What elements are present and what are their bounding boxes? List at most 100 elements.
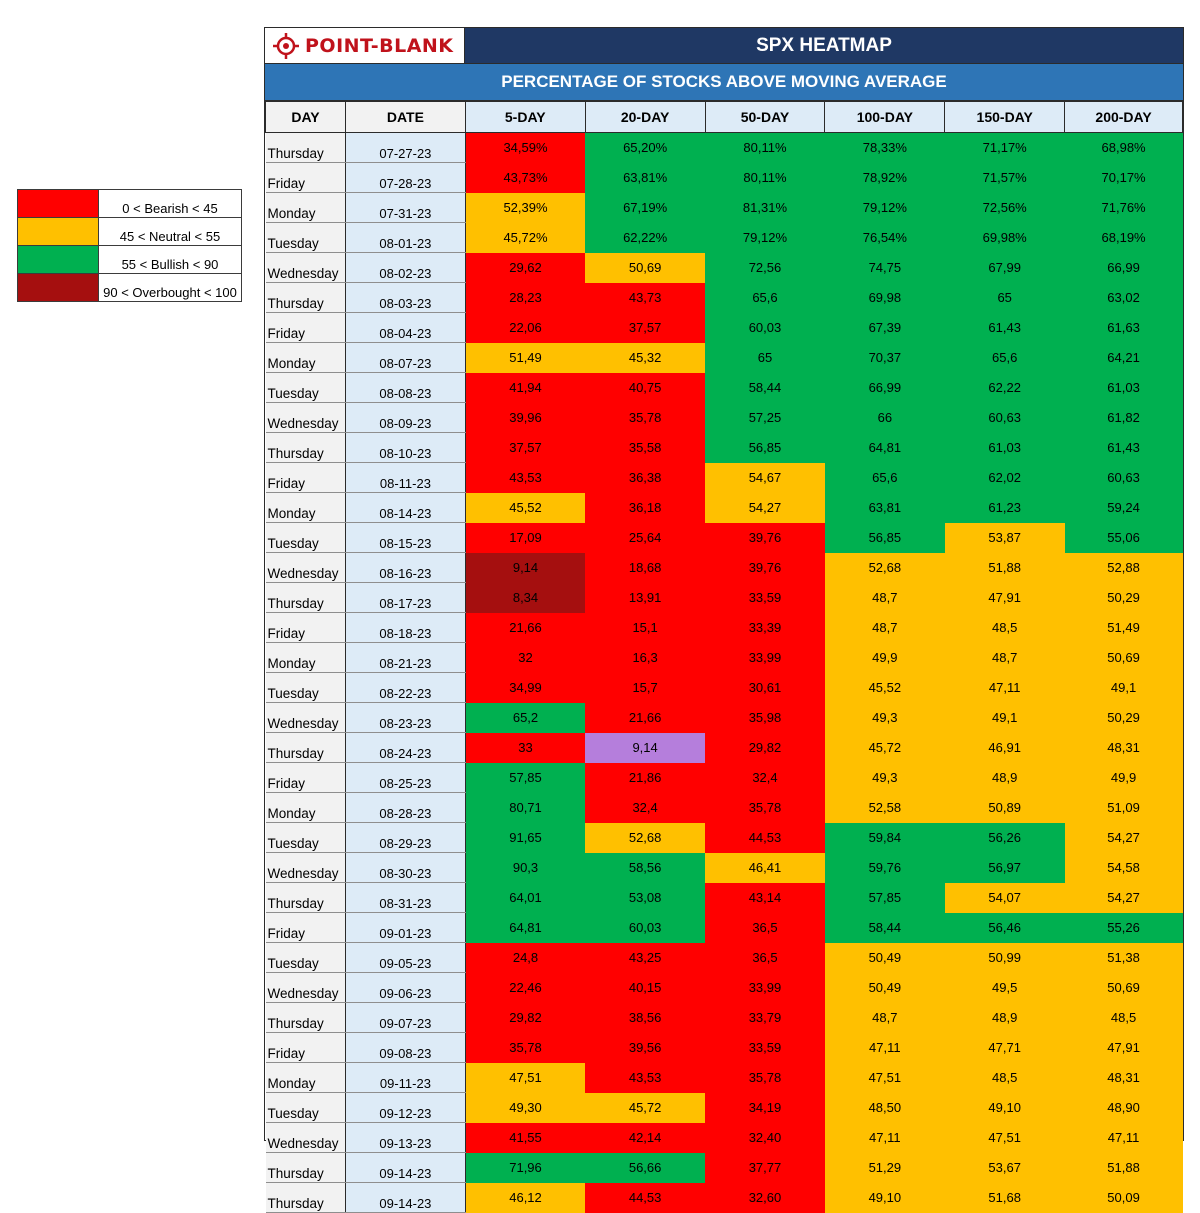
day-cell: Monday [265, 342, 346, 373]
heatmap-cell: 49,10 [824, 1182, 945, 1213]
date-cell: 09-14-23 [345, 1182, 466, 1213]
date-cell: 08-29-23 [345, 822, 466, 853]
date-cell: 08-07-23 [345, 342, 466, 373]
heatmap-cell: 41,55 [465, 1122, 586, 1153]
table-row: Monday 07-31-23 52,39% 67,19% 81,31% 79,12% 72… [265, 192, 1183, 223]
date-cell: 09-05-23 [345, 942, 466, 973]
table-row: Monday 08-14-23 45,52 36,18 54,27 63,81 61,23 5… [265, 492, 1183, 523]
heatmap-cell: 70,37 [824, 342, 945, 373]
day-cell: Monday [265, 192, 346, 223]
day-cell: Friday [265, 162, 346, 193]
day-cell: Wednesday [265, 852, 346, 883]
heatmap-cell: 59,76 [824, 852, 945, 883]
table-row: Wednesday 08-02-23 29,62 50,69 72,56 74,75 67,… [265, 252, 1183, 283]
column-header: 200-DAY [1064, 101, 1183, 133]
heatmap-cell: 47,91 [944, 582, 1065, 613]
heatmap-cell: 70,17% [1064, 162, 1183, 193]
heatmap-cell: 48,90 [1064, 1092, 1183, 1123]
heatmap-cell: 15,1 [585, 612, 706, 643]
table-row: Wednesday 08-23-23 65,2 21,66 35,98 49,3 49,1 5… [265, 702, 1183, 733]
table-row: Thursday 08-24-23 33 9,14 29,82 45,72 46,91 48,… [265, 732, 1183, 763]
heatmap-cell: 49,1 [944, 702, 1065, 733]
column-header: 5-DAY [464, 101, 586, 133]
table-row: Tuesday 09-05-23 24,8 43,25 36,5 50,49 50,99 51… [265, 942, 1183, 973]
table-row: Friday 08-11-23 43,53 36,38 54,67 65,6 62,02 60… [265, 462, 1183, 493]
heatmap-cell: 45,72% [465, 222, 586, 253]
date-cell: 08-02-23 [345, 252, 466, 283]
heatmap-cell: 32,40 [705, 1122, 825, 1153]
heatmap-cell: 56,85 [824, 522, 945, 553]
heatmap-cell: 50,99 [944, 942, 1065, 973]
heatmap-cell: 80,71 [465, 792, 586, 823]
heatmap-cell: 54,27 [705, 492, 825, 523]
day-cell: Monday [265, 492, 346, 523]
heatmap-cell: 47,11 [824, 1122, 945, 1153]
heatmap-cell: 68,98% [1064, 132, 1183, 163]
day-cell: Wednesday [265, 1122, 346, 1153]
heatmap-cell: 37,57 [585, 312, 706, 343]
heatmap-cell: 58,56 [585, 852, 706, 883]
column-header: 50-DAY [704, 101, 826, 133]
table-row: Thursday 09-07-23 29,82 38,56 33,79 48,7 48,9 4… [265, 1002, 1183, 1033]
heatmap-cell: 64,21 [1064, 342, 1183, 373]
day-cell: Friday [265, 612, 346, 643]
heatmap-cell: 21,86 [585, 762, 706, 793]
legend-row: 55 < Bullish < 90 [17, 245, 242, 274]
heatmap-cell: 49,9 [1064, 762, 1183, 793]
heatmap-cell: 67,39 [824, 312, 945, 343]
heatmap-cell: 63,81% [585, 162, 706, 193]
heatmap-cell: 56,26 [944, 822, 1065, 853]
heatmap-cell: 51,68 [944, 1182, 1065, 1213]
heatmap-cell: 24,8 [465, 942, 586, 973]
heatmap-cell: 48,5 [944, 612, 1065, 643]
legend-row: 45 < Neutral < 55 [17, 217, 242, 246]
heatmap-cell: 46,41 [705, 852, 825, 883]
day-cell: Tuesday [265, 822, 346, 853]
heatmap-cell: 43,14 [705, 882, 825, 913]
date-cell: 08-04-23 [345, 312, 466, 343]
legend-swatch [17, 273, 99, 302]
heatmap-cell: 57,85 [824, 882, 945, 913]
heatmap-cell: 61,03 [944, 432, 1065, 463]
heatmap-cell: 61,03 [1064, 372, 1183, 403]
heatmap-cell: 45,52 [465, 492, 586, 523]
day-cell: Monday [265, 642, 346, 673]
heatmap-cell: 22,46 [465, 972, 586, 1003]
heatmap-cell: 50,69 [1064, 972, 1183, 1003]
date-cell: 08-28-23 [345, 792, 466, 823]
heatmap-cell: 72,56% [944, 192, 1065, 223]
heatmap-cell: 50,29 [1064, 582, 1183, 613]
heatmap-cell: 32 [465, 642, 586, 673]
date-cell: 09-06-23 [345, 972, 466, 1003]
crosshair-icon [273, 32, 299, 59]
day-cell: Tuesday [265, 222, 346, 253]
heatmap-cell: 47,11 [944, 672, 1065, 703]
heatmap-cell: 43,73% [465, 162, 586, 193]
heatmap-cell: 39,96 [465, 402, 586, 433]
heatmap-cell: 32,60 [705, 1182, 825, 1213]
heatmap-cell: 74,75 [824, 252, 945, 283]
heatmap-cell: 51,88 [944, 552, 1065, 583]
heatmap-cell: 57,85 [465, 762, 586, 793]
heatmap-cell: 60,03 [585, 912, 706, 943]
legend-swatch [17, 245, 99, 274]
day-cell: Thursday [265, 732, 346, 763]
legend-row: 90 < Overbought < 100 [17, 273, 242, 302]
heatmap-cell: 48,9 [944, 1002, 1065, 1033]
heatmap-cell: 56,85 [705, 432, 825, 463]
heatmap-cell: 59,24 [1064, 492, 1183, 523]
heatmap-cell: 52,68 [585, 822, 706, 853]
heatmap-cell: 33,79 [705, 1002, 825, 1033]
heatmap-cell: 45,32 [585, 342, 706, 373]
heatmap-cell: 50,49 [824, 942, 945, 973]
heatmap-cell: 49,5 [944, 972, 1065, 1003]
heatmap-cell: 33,59 [705, 1032, 825, 1063]
heatmap-cell: 48,31 [1064, 732, 1183, 763]
day-cell: Thursday [265, 432, 346, 463]
heatmap-cell: 54,27 [1064, 822, 1183, 853]
legend-swatch [17, 217, 99, 246]
heatmap-cell: 40,15 [585, 972, 706, 1003]
heatmap-cell: 29,62 [465, 252, 586, 283]
heatmap-cell: 36,18 [585, 492, 706, 523]
date-cell: 08-31-23 [345, 882, 466, 913]
